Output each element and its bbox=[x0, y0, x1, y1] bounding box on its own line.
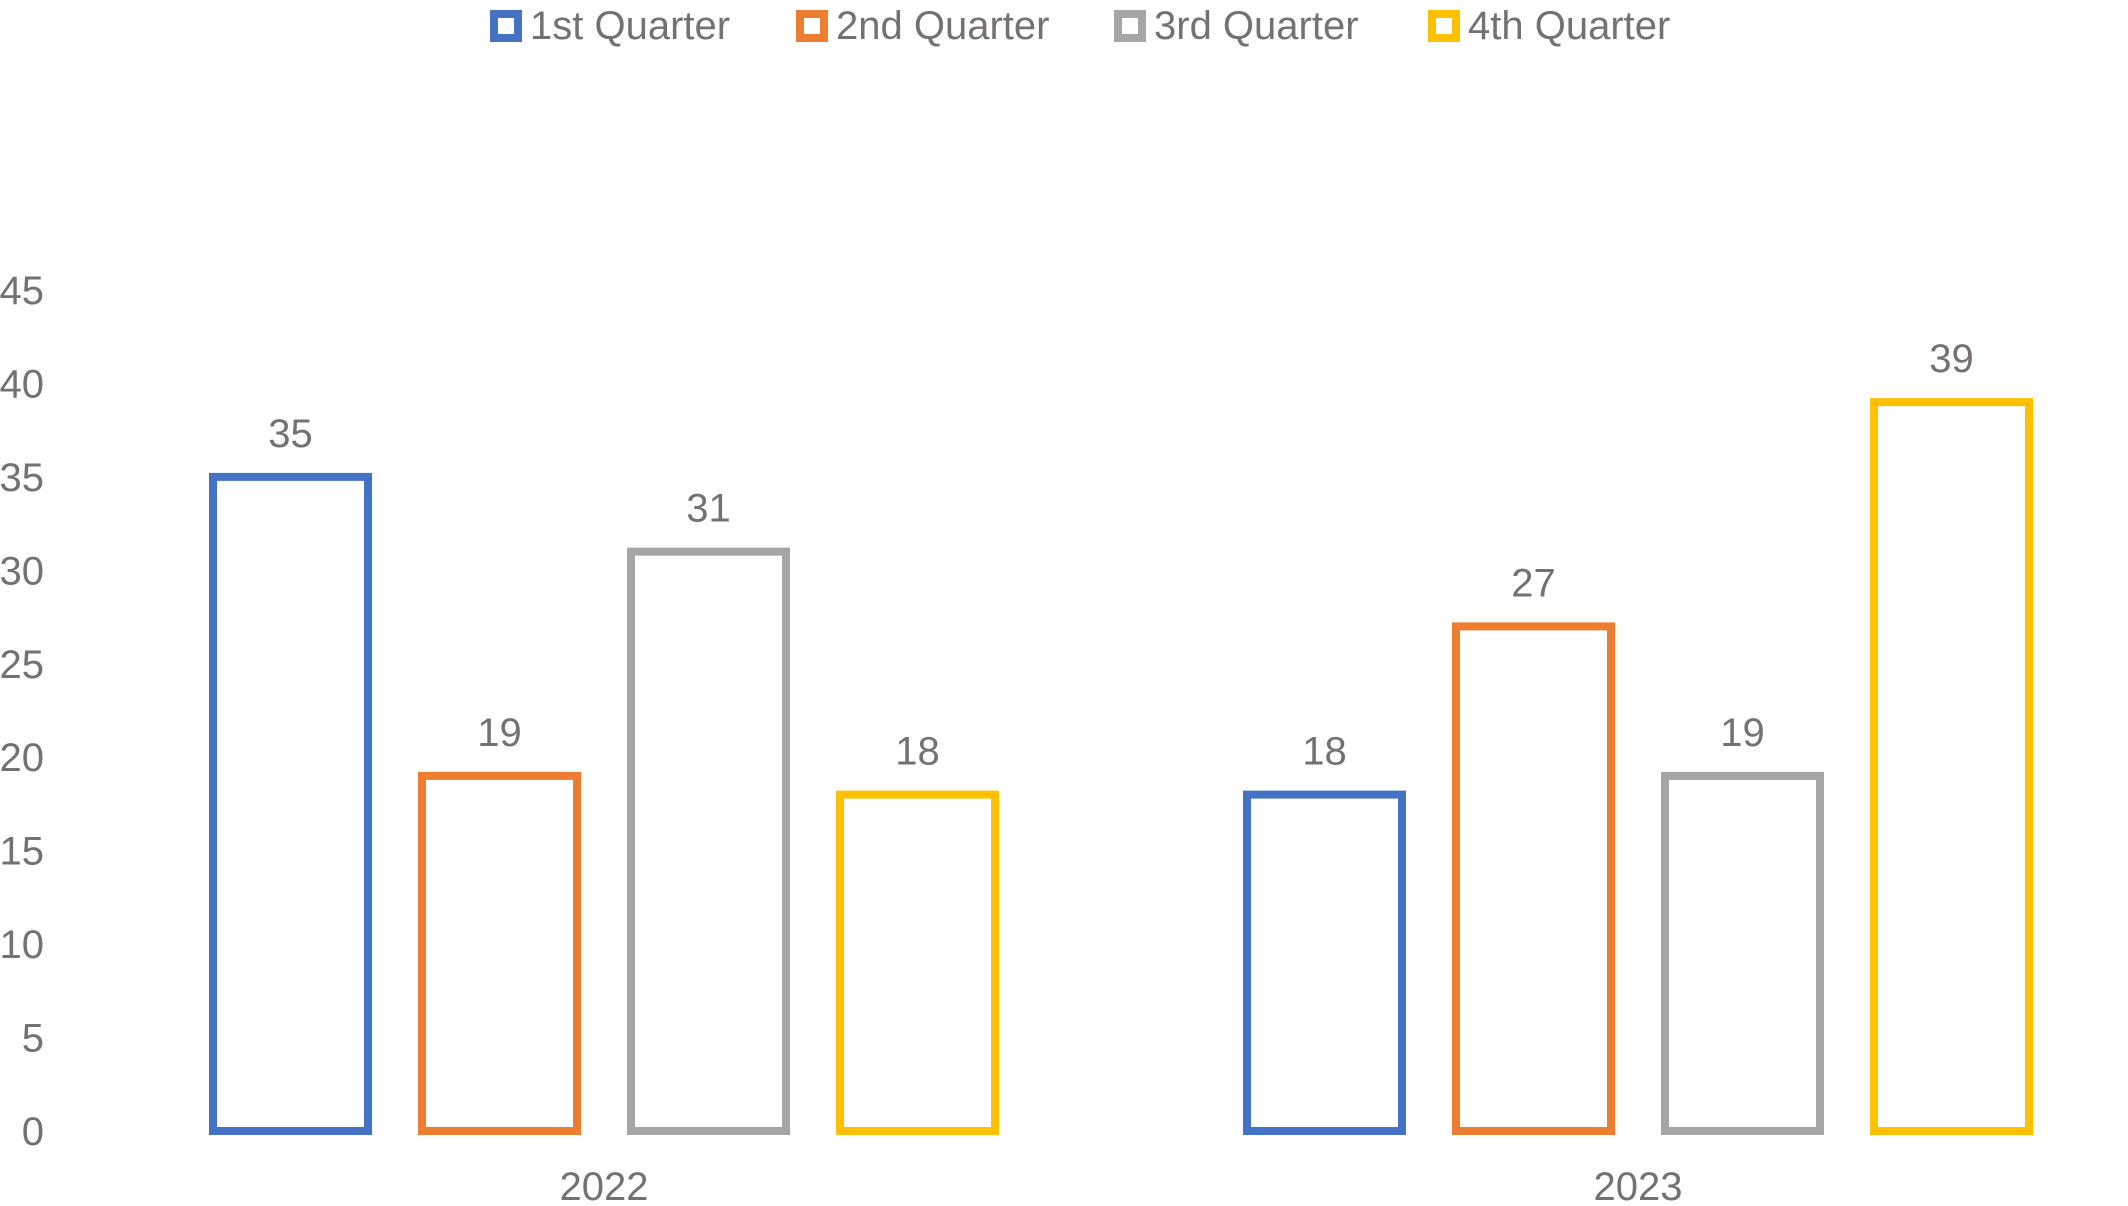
y-tick-label: 0 bbox=[22, 1110, 44, 1154]
data-label: 18 bbox=[1302, 730, 1347, 774]
y-tick-label: 15 bbox=[0, 830, 44, 874]
legend-swatch bbox=[1428, 10, 1460, 42]
y-tick-label: 25 bbox=[0, 643, 44, 687]
data-label: 19 bbox=[477, 711, 522, 755]
bar bbox=[418, 771, 581, 1136]
legend-item: 3rd Quarter bbox=[1114, 4, 1359, 48]
y-tick-label: 10 bbox=[0, 923, 44, 967]
data-label: 27 bbox=[1511, 561, 1556, 605]
bar bbox=[836, 790, 999, 1135]
data-label: 35 bbox=[268, 412, 313, 456]
y-tick-label: 5 bbox=[22, 1017, 44, 1061]
x-tick-label: 2022 bbox=[560, 1165, 649, 1201]
y-tick-label: 20 bbox=[0, 736, 44, 780]
legend-swatch bbox=[1114, 10, 1146, 42]
legend-label: 4th Quarter bbox=[1468, 4, 1670, 48]
legend-label: 1st Quarter bbox=[530, 4, 730, 48]
plot-area: 35 19 31 18 18 27 19 39 bbox=[209, 337, 2033, 1136]
bar bbox=[1870, 398, 2033, 1135]
bar bbox=[627, 547, 790, 1135]
data-label: 31 bbox=[686, 487, 731, 531]
bar bbox=[1243, 790, 1406, 1135]
y-axis: 0 5 10 15 20 25 30 35 40 45 bbox=[0, 269, 44, 1154]
legend-swatch bbox=[490, 10, 522, 42]
data-label: 18 bbox=[895, 730, 940, 774]
legend-item: 1st Quarter bbox=[490, 4, 730, 48]
x-axis: 2022 2023 bbox=[560, 1165, 1683, 1206]
y-tick-label: 30 bbox=[0, 549, 44, 593]
legend-label: 2nd Quarter bbox=[836, 4, 1049, 48]
legend-label: 3rd Quarter bbox=[1154, 4, 1359, 48]
bar bbox=[209, 472, 372, 1135]
legend-item: 4th Quarter bbox=[1428, 4, 1670, 48]
legend-item: 2nd Quarter bbox=[796, 4, 1049, 48]
legend: 1st Quarter 2nd Quarter 3rd Quarter 4th Qua… bbox=[490, 4, 1670, 48]
data-label: 19 bbox=[1720, 711, 1765, 755]
bar bbox=[1661, 771, 1824, 1136]
legend-swatch bbox=[796, 10, 828, 42]
y-tick-label: 35 bbox=[0, 456, 44, 500]
x-tick-label: 2023 bbox=[1594, 1165, 1683, 1201]
data-label: 39 bbox=[1929, 337, 1974, 381]
bar bbox=[1452, 622, 1615, 1136]
y-tick-label: 40 bbox=[0, 362, 44, 406]
y-tick-label: 45 bbox=[0, 269, 44, 313]
